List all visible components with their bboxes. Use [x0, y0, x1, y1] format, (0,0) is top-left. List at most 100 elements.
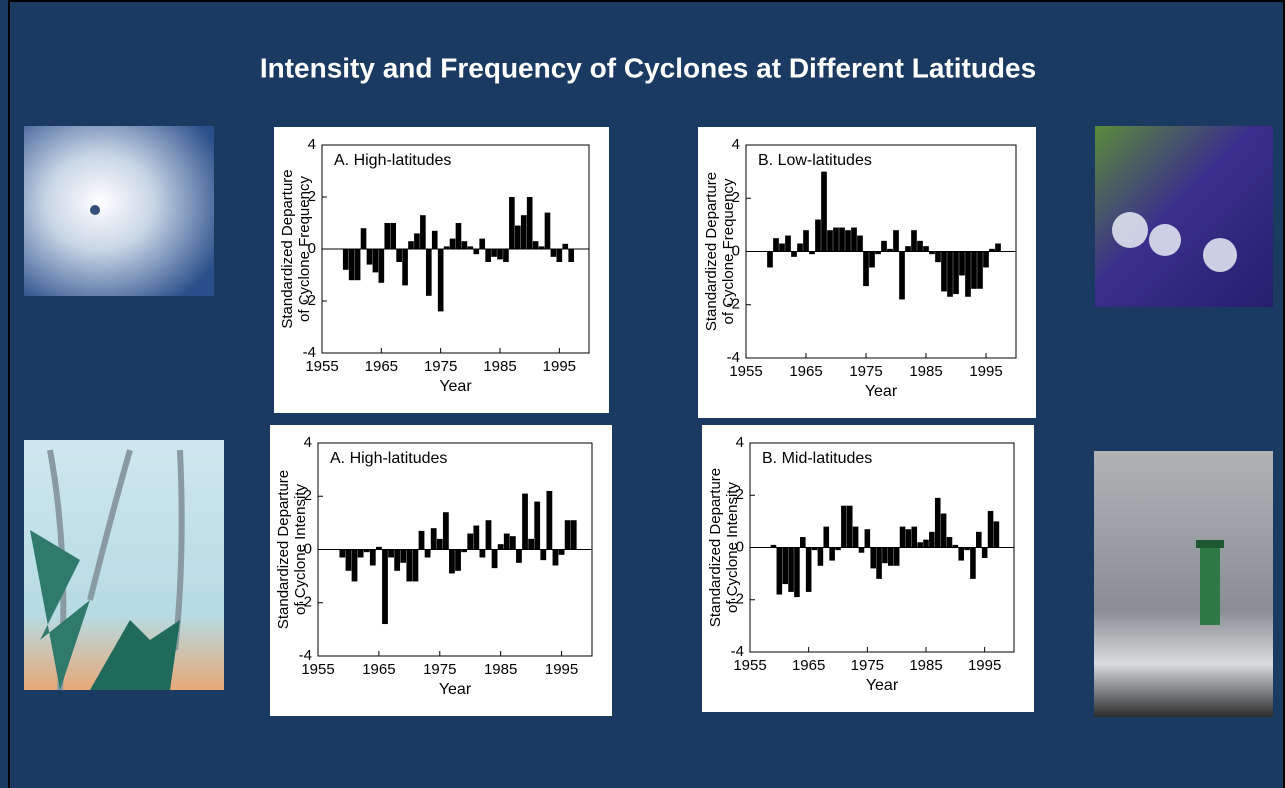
y-axis-label: of Cyclone Intensity [292, 484, 309, 615]
x-axis-label: Year [865, 383, 898, 400]
bar [946, 537, 953, 548]
bar [412, 549, 419, 582]
bar [839, 227, 845, 252]
bar [952, 544, 959, 548]
y-tick-label: 4 [304, 434, 312, 451]
bar [467, 246, 474, 249]
bar [351, 549, 358, 582]
slide-border [8, 0, 1285, 788]
x-tick-label: 1965 [365, 358, 398, 375]
bar [418, 530, 425, 550]
chart-panel [702, 425, 1034, 712]
bar [485, 249, 491, 262]
bar [425, 249, 432, 296]
bar [776, 547, 783, 595]
bar [858, 547, 865, 553]
photo-satellite [1095, 126, 1273, 307]
bar [420, 215, 426, 249]
bar [791, 251, 797, 257]
bar [532, 241, 539, 249]
bar [497, 249, 503, 260]
x-tick-label: 1965 [792, 657, 825, 674]
y-tick-label: 4 [308, 136, 316, 153]
bar [929, 251, 935, 255]
bar [522, 493, 528, 550]
bar [971, 251, 977, 289]
bar [797, 243, 803, 252]
bar [339, 549, 346, 558]
clipart-palms [24, 440, 224, 691]
bar [503, 533, 510, 550]
bar [947, 251, 953, 297]
bar [882, 547, 888, 564]
y-tick-label: 4 [732, 136, 740, 153]
bar [558, 549, 565, 555]
bar [544, 212, 551, 249]
bar [959, 251, 965, 276]
bar [369, 549, 376, 566]
x-tick-label: 1985 [484, 661, 517, 678]
bar [414, 233, 420, 249]
bar [917, 542, 923, 548]
bar [767, 251, 773, 268]
bar [388, 549, 394, 558]
bar [455, 223, 462, 249]
bar [431, 230, 438, 249]
y-tick-label: -4 [731, 643, 744, 660]
bar [852, 526, 859, 548]
bar [550, 249, 557, 257]
bar [779, 243, 785, 252]
bar [888, 547, 894, 566]
bar [851, 227, 857, 252]
y-tick-label: 2 [732, 189, 740, 206]
bar [509, 536, 516, 550]
photo-lighthouse [1094, 451, 1273, 717]
bar [375, 546, 382, 550]
y-tick-label: -2 [299, 594, 312, 611]
bar [479, 238, 486, 249]
bar [805, 547, 812, 592]
bar [770, 544, 777, 548]
bar [803, 230, 809, 252]
bar [357, 549, 364, 558]
bar [382, 549, 388, 625]
x-tick-label: 1995 [545, 661, 578, 678]
bar [989, 248, 995, 252]
bar [846, 505, 853, 548]
y-tick-label: 0 [308, 240, 316, 257]
bar [363, 549, 370, 553]
bar [899, 251, 905, 300]
bar [987, 510, 994, 548]
bar [394, 549, 401, 571]
bar [406, 549, 413, 582]
bar [923, 539, 929, 548]
bar [981, 547, 988, 558]
bar [845, 230, 851, 252]
bar [869, 251, 875, 268]
bar [970, 547, 976, 579]
y-axis-label: of Cyclone Frequency [296, 176, 313, 322]
bar [568, 249, 575, 262]
bar [509, 197, 515, 249]
bar [864, 529, 871, 548]
bar [424, 549, 431, 558]
y-tick-label: 0 [736, 538, 744, 555]
bar [538, 246, 545, 249]
bar [520, 215, 527, 249]
y-axis-label: Standardized Departure [279, 169, 296, 328]
bar [857, 235, 863, 252]
x-tick-label: 1995 [543, 358, 576, 375]
chart-title: A. High-latitudes [330, 450, 447, 467]
chart: -4 -2 0 2 4 1955 1965 1975 1985 1995 Year Standardi… [270, 425, 612, 716]
bar [875, 251, 881, 255]
bar [516, 549, 522, 563]
x-axis-label: Year [439, 378, 472, 395]
bar [345, 549, 352, 571]
bar [485, 520, 492, 550]
bar [503, 249, 509, 262]
bar [342, 249, 349, 270]
y-tick-label: 2 [736, 486, 744, 503]
x-tick-label: 1985 [909, 363, 942, 380]
bar [449, 238, 456, 249]
bar [570, 520, 577, 550]
